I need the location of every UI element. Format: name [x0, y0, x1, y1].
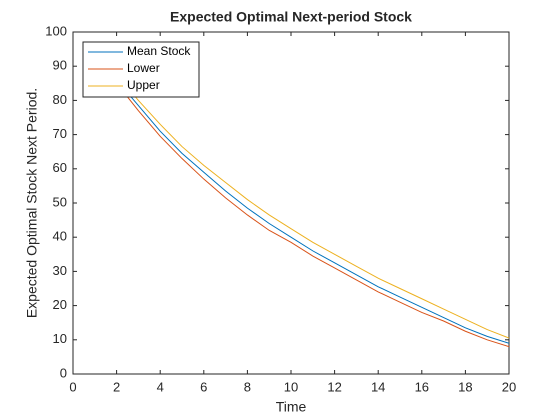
legend-label: Upper [127, 78, 160, 92]
y-tick-label: 70 [53, 126, 67, 141]
legend-label: Mean Stock [127, 44, 191, 58]
legend-label: Lower [127, 61, 160, 75]
x-tick-label: 4 [157, 379, 164, 394]
y-tick-label: 100 [45, 23, 67, 38]
x-tick-label: 8 [244, 379, 251, 394]
y-tick-label: 30 [53, 263, 67, 278]
y-tick-label: 20 [53, 297, 67, 312]
x-tick-label: 2 [113, 379, 120, 394]
chart-title: Expected Optimal Next-period Stock [170, 9, 412, 25]
series-line [94, 52, 510, 348]
series-line [94, 48, 510, 344]
y-tick-label: 40 [53, 229, 67, 244]
x-tick-label: 14 [371, 379, 385, 394]
series-line [94, 45, 510, 339]
x-tick-label: 6 [200, 379, 207, 394]
y-tick-label: 0 [60, 365, 67, 380]
y-axis-label: Expected Optimal Stock Next Period. [24, 88, 40, 318]
x-tick-label: 0 [69, 379, 76, 394]
y-tick-label: 80 [53, 92, 67, 107]
y-tick-label: 50 [53, 194, 67, 209]
x-tick-label: 16 [415, 379, 429, 394]
y-tick-label: 60 [53, 160, 67, 175]
x-tick-label: 18 [458, 379, 472, 394]
x-axis-label: Time [276, 399, 307, 415]
x-tick-label: 10 [284, 379, 298, 394]
y-tick-label: 90 [53, 58, 67, 73]
y-tick-label: 10 [53, 331, 67, 346]
x-tick-label: 12 [327, 379, 341, 394]
x-tick-label: 20 [502, 379, 516, 394]
